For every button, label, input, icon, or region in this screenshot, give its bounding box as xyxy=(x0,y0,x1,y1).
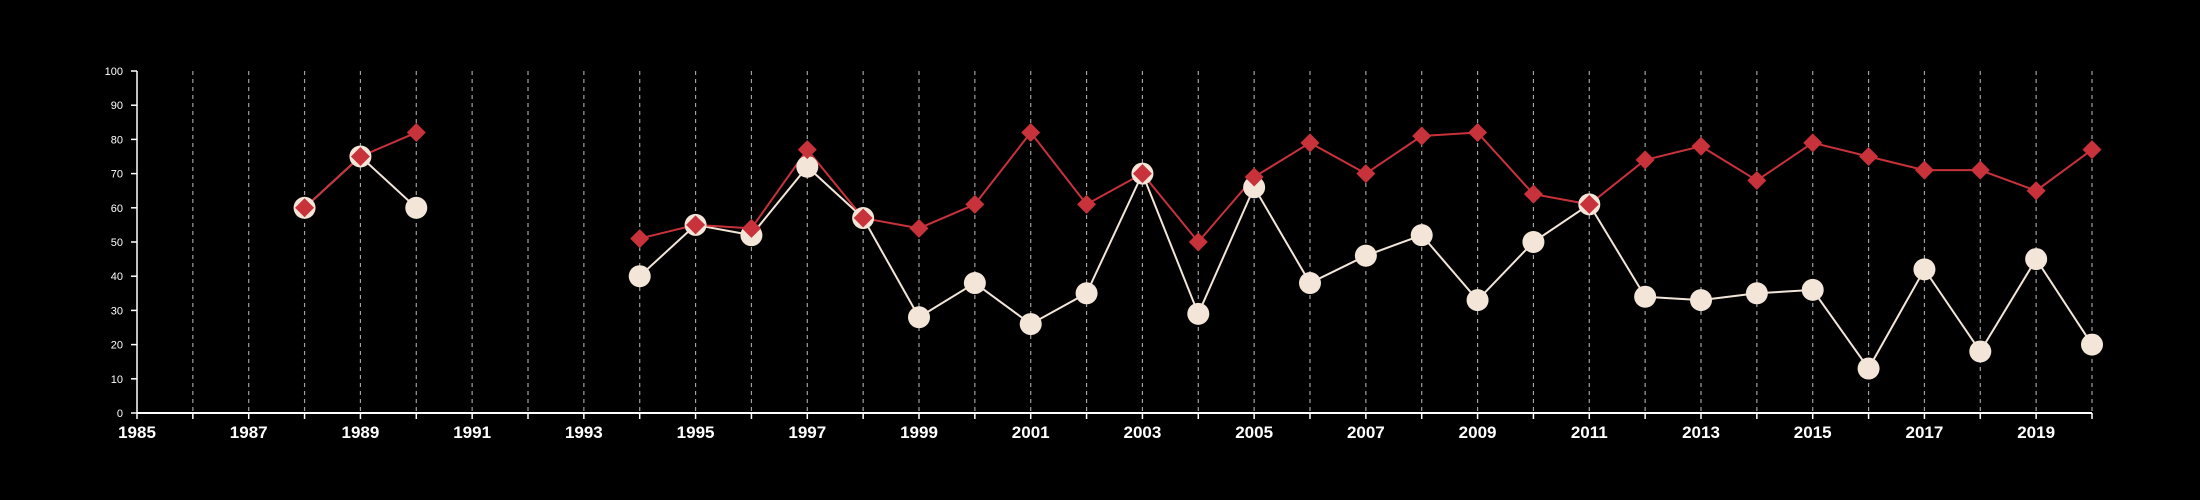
series-2-point xyxy=(1132,164,1152,184)
series-2-point xyxy=(1244,167,1264,187)
series-1-point xyxy=(1969,340,1992,363)
series-2-point xyxy=(1021,123,1041,143)
x-tick-label: 1989 xyxy=(342,423,380,442)
y-tick-label: 90 xyxy=(111,100,123,112)
y-tick-label: 50 xyxy=(111,237,123,249)
series-1-point xyxy=(908,306,930,329)
series-2-point xyxy=(797,140,817,160)
series-1-point xyxy=(1690,289,1712,312)
y-tick-label: 10 xyxy=(111,374,123,386)
series-1-point xyxy=(1187,302,1210,325)
y-tick-label: 40 xyxy=(111,271,123,283)
series-2-point xyxy=(909,218,929,238)
series-1-point xyxy=(2081,333,2103,356)
x-tick-label: 2005 xyxy=(1235,423,1273,442)
x-tick-label: 1993 xyxy=(565,423,603,442)
series-1-point xyxy=(1745,282,1768,305)
y-tick-label: 100 xyxy=(105,66,123,78)
series-1-point xyxy=(1466,289,1489,312)
series-1-point xyxy=(796,155,819,178)
series-1-point xyxy=(1857,357,1880,380)
x-tick-label: 1999 xyxy=(900,423,938,442)
series-1-point xyxy=(405,196,428,219)
x-tick-label: 2019 xyxy=(2017,423,2055,442)
y-tick-label: 30 xyxy=(111,305,123,317)
series-1-point xyxy=(1913,258,1936,281)
axes: 0 10 20 30 40 50 60 70 80 90 100 1985 1987 1989 1991 19… xyxy=(105,66,2093,442)
series-2-point xyxy=(2026,181,2046,201)
series-2-point xyxy=(630,229,650,249)
series-2-point xyxy=(350,147,370,166)
series-2-point xyxy=(965,194,985,214)
series-2-point xyxy=(686,215,706,235)
x-tick-label: 2015 xyxy=(1794,423,1832,442)
x-tick-label: 2011 xyxy=(1571,423,1608,442)
series-1-point xyxy=(1243,176,1266,199)
series-2-point xyxy=(1803,133,1823,153)
series-2-point xyxy=(1970,160,1990,180)
x-tick-label: 2013 xyxy=(1682,423,1720,442)
series-1-point xyxy=(963,272,986,295)
series-2-point xyxy=(1859,147,1879,166)
series-1-point xyxy=(628,265,651,288)
series-2-point xyxy=(1300,133,1320,153)
y-tick-label: 20 xyxy=(111,340,123,352)
series-1-point xyxy=(1634,285,1657,308)
series-2-point xyxy=(1914,160,1934,180)
series-2-point xyxy=(1468,123,1488,143)
series-1-point xyxy=(1075,282,1098,305)
series-2-point xyxy=(1747,170,1767,190)
x-tick-label: 2007 xyxy=(1347,423,1385,442)
x-tick-label: 1995 xyxy=(677,423,715,442)
series-1-point xyxy=(1299,272,1321,295)
series-1-point xyxy=(1354,244,1377,267)
series-2-point xyxy=(853,208,873,228)
series-2-point xyxy=(1635,150,1655,170)
x-tick-label: 2003 xyxy=(1124,423,1162,442)
y-tick-label: 0 xyxy=(117,408,123,420)
series-2-point xyxy=(406,123,426,143)
series-2-point xyxy=(1188,232,1208,252)
x-tick-label: 2009 xyxy=(1459,423,1497,442)
series-1-point xyxy=(1019,313,1042,336)
y-tick-label: 80 xyxy=(111,134,123,146)
series-1-point xyxy=(1410,224,1433,247)
series-2-point xyxy=(1579,194,1599,214)
series-2-point xyxy=(295,198,315,218)
x-tick-label: 1997 xyxy=(788,423,826,442)
series-2-point xyxy=(2082,140,2102,160)
x-tick-label: 1985 xyxy=(118,423,156,442)
series-markers xyxy=(293,123,2103,380)
series-1-point xyxy=(2025,248,2048,271)
y-tick-label: 70 xyxy=(111,169,123,181)
series-2-point xyxy=(1691,136,1711,156)
series-2-point xyxy=(1077,194,1097,214)
x-tick-label: 1987 xyxy=(230,423,268,442)
x-tick-label: 2017 xyxy=(1906,423,1944,442)
series-2-point xyxy=(1412,126,1432,146)
series-1-point xyxy=(1801,278,1824,301)
series-1-point xyxy=(1522,231,1545,253)
series-2-point xyxy=(1356,164,1376,184)
x-tick-label: 1991 xyxy=(453,423,491,442)
series-2-point xyxy=(741,218,761,238)
series-2-point xyxy=(1523,184,1543,204)
y-tick-label: 60 xyxy=(111,203,123,215)
x-tick-label: 2001 xyxy=(1012,423,1050,442)
